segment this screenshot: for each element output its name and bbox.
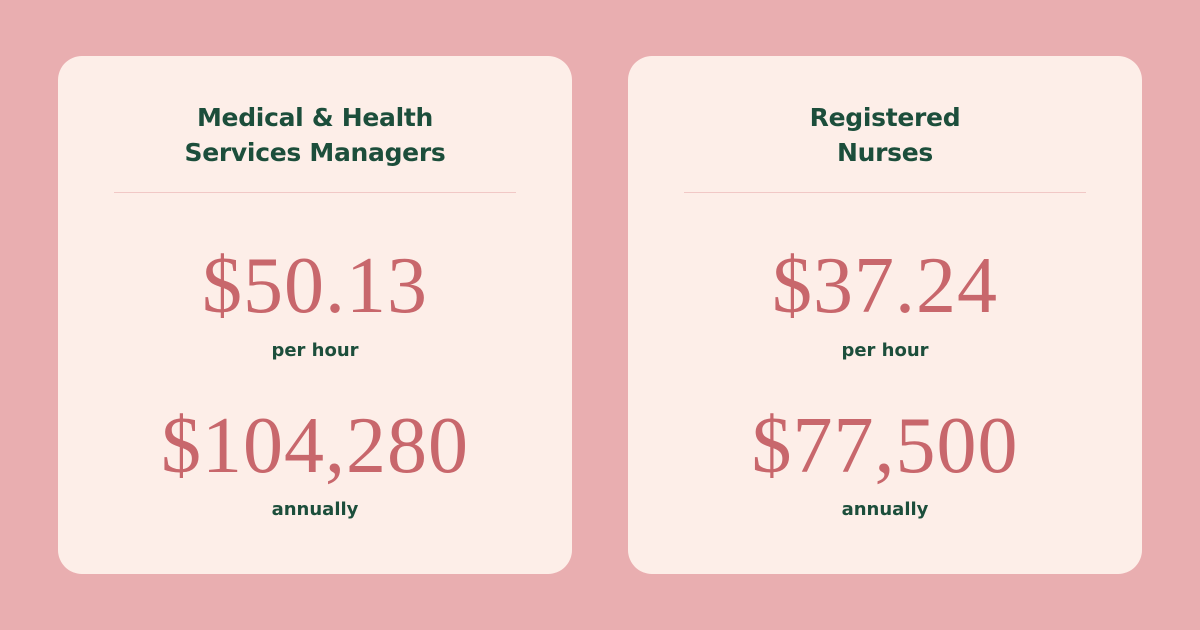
salary-card-registered-nurses: Registered Nurses $37.24 per hour $77,50…	[628, 56, 1142, 574]
hourly-wage-label: per hour	[841, 340, 929, 361]
hourly-wage-amount: $50.13	[202, 242, 428, 330]
salary-card-medical-health-services-managers: Medical & Health Services Managers $50.1…	[58, 56, 572, 574]
card-title: Registered Nurses	[628, 100, 1142, 170]
card-title-line-1: Medical & Health	[196, 103, 434, 132]
divider	[684, 192, 1086, 193]
annual-salary-amount: $77,500	[751, 402, 1019, 490]
divider	[114, 192, 516, 193]
annual-salary-label: annually	[271, 499, 359, 520]
annual-salary-label: annually	[841, 499, 929, 520]
hourly-wage-label: per hour	[271, 340, 359, 361]
card-title-line-1: Registered	[809, 103, 961, 132]
hourly-wage-amount: $37.24	[772, 242, 998, 330]
card-title-line-2: Services Managers	[184, 138, 446, 167]
card-title-line-2: Nurses	[837, 138, 933, 167]
annual-salary-amount: $104,280	[161, 402, 469, 490]
card-title: Medical & Health Services Managers	[58, 100, 572, 170]
